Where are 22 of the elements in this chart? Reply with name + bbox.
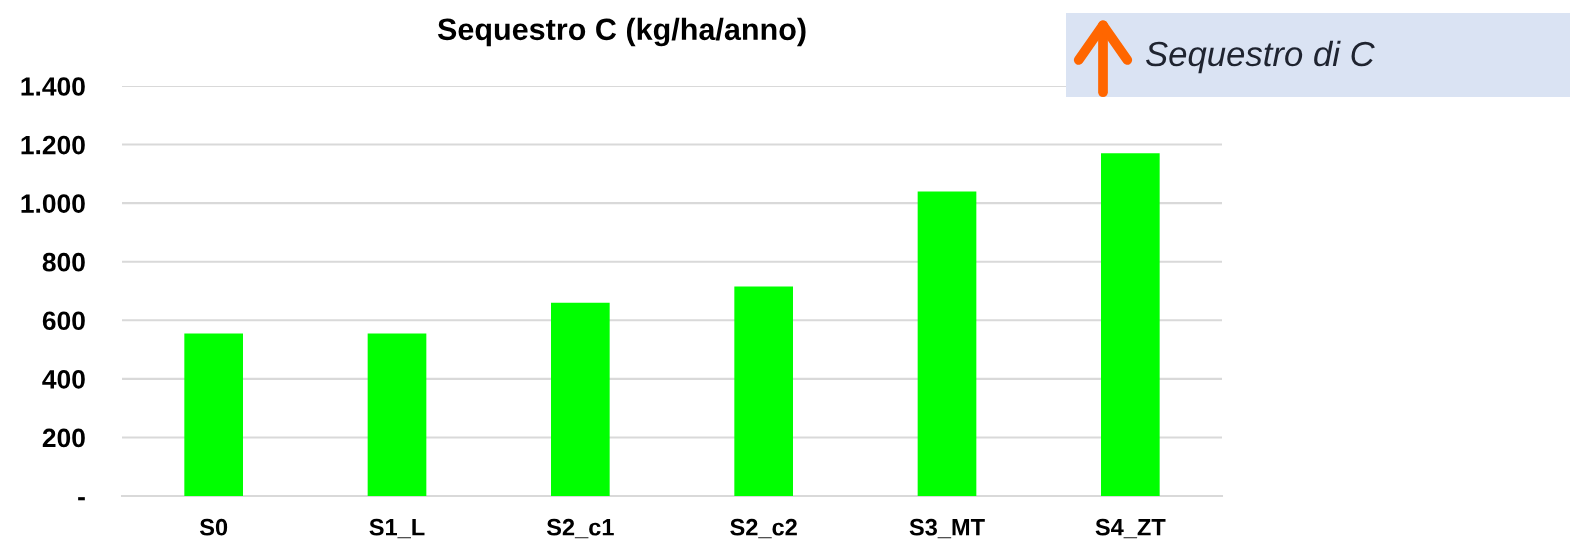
bar (734, 286, 793, 496)
text: Sequestro di C (1145, 40, 1375, 74)
x-tick-label: S2_c1 (546, 518, 614, 539)
y-tick-label: 800 (42, 252, 85, 272)
y-tick-label: 200 (42, 428, 85, 448)
x-tick-label: S0 (199, 518, 228, 536)
bar (917, 191, 977, 496)
y-tick-label: 400 (42, 369, 85, 389)
bar (1101, 153, 1160, 496)
bar (551, 302, 610, 496)
bar (184, 333, 243, 496)
y-tick-label: 1.000 (21, 194, 85, 213)
x-tick-label: S4_ZT (1095, 518, 1166, 539)
y-tick-label: - (78, 497, 85, 501)
x-tick-label: S2_c2 (730, 518, 797, 539)
y-tick-label: 1.400 (21, 77, 85, 96)
chart-title: Sequestro C (kg/ha/anno) (437, 17, 806, 47)
x-tick-label: S1_L (369, 518, 425, 539)
bar (367, 333, 427, 496)
y-tick-label: 600 (42, 311, 85, 331)
y-tick-label: 1.200 (21, 135, 85, 155)
x-tick-label: S3_MT (909, 518, 985, 539)
